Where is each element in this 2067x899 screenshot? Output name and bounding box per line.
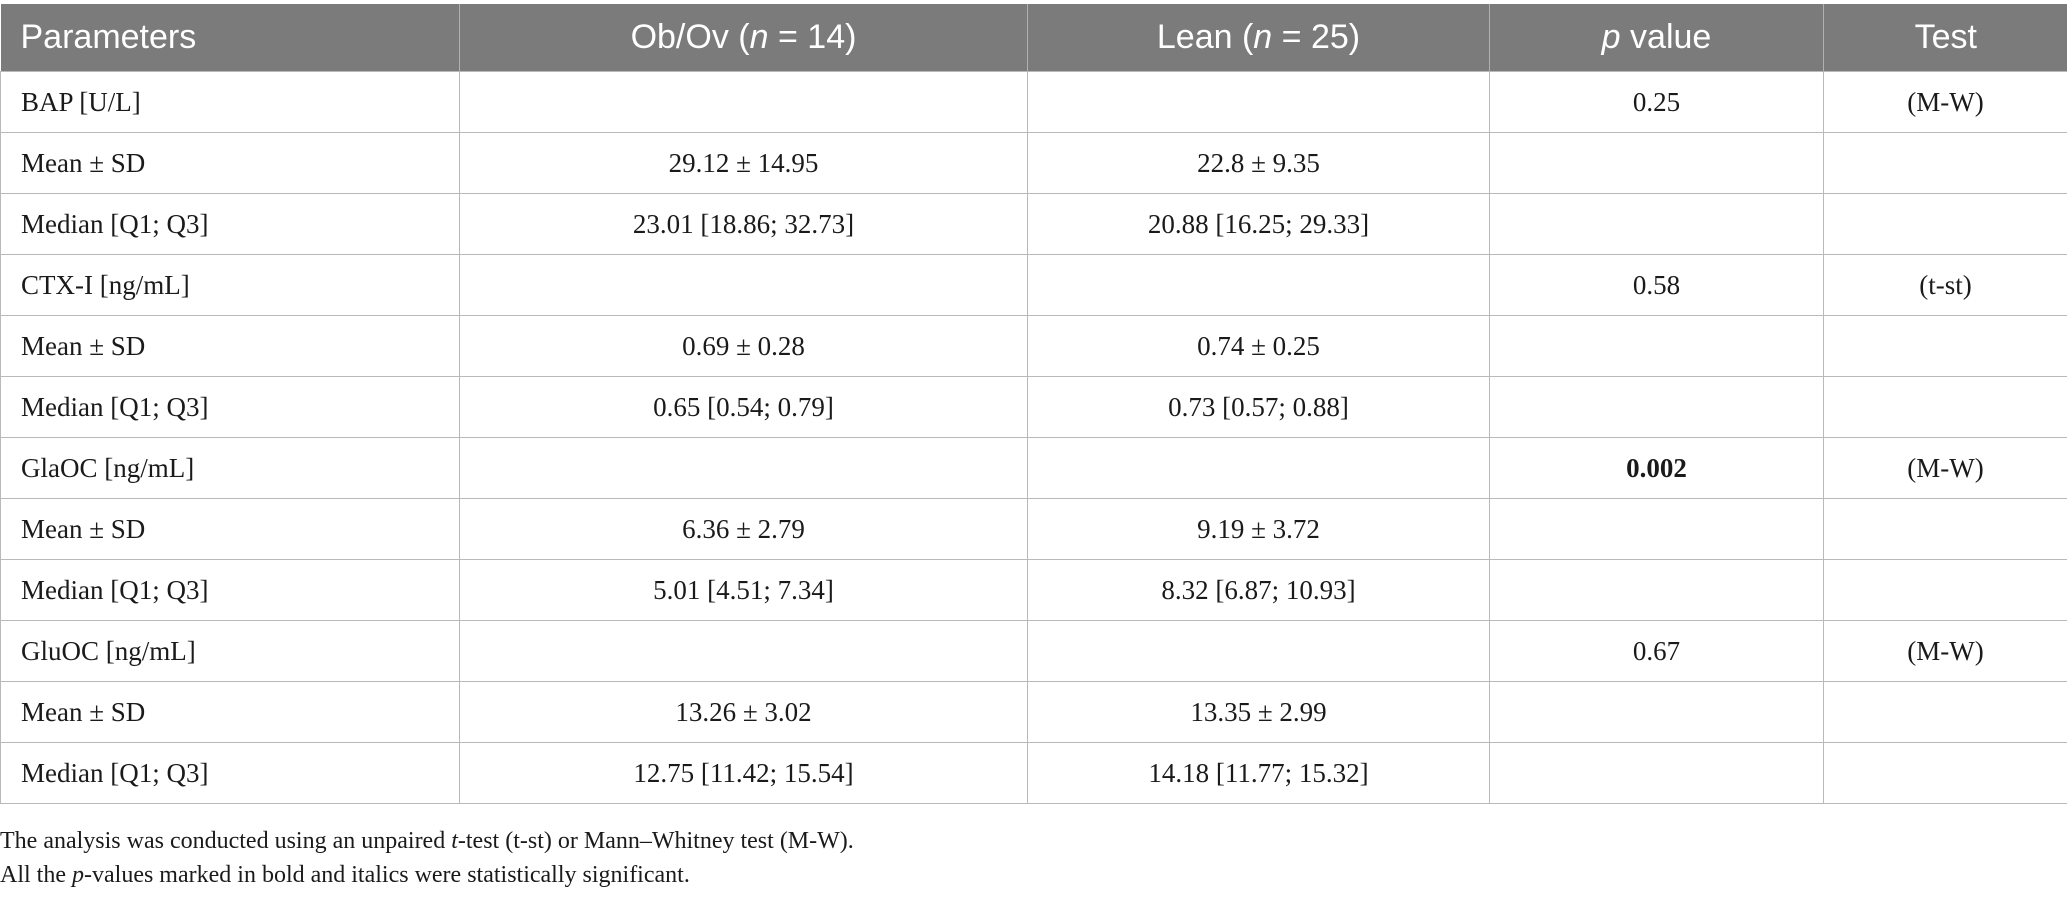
- cell-parameter: Median [Q1; Q3]: [0, 376, 460, 438]
- cell-parameter: Mean ± SD: [0, 681, 460, 743]
- cell-test: [1823, 498, 2067, 560]
- cell-parameter: Median [Q1; Q3]: [0, 559, 460, 621]
- cell-lean: [1027, 620, 1490, 682]
- table-row: Mean ± SD 0.69 ± 0.28 0.74 ± 0.25: [0, 315, 2067, 377]
- cell-p-value-significant: 0.002: [1489, 437, 1824, 499]
- cell-test: [1823, 559, 2067, 621]
- cell-test: (M-W): [1823, 71, 2067, 133]
- cell-ob-ov: [459, 437, 1028, 499]
- cell-ob-ov: 13.26 ± 3.02: [459, 681, 1028, 743]
- table-row: Median [Q1; Q3] 0.65 [0.54; 0.79] 0.73 […: [0, 376, 2067, 438]
- footnote-analysis: The analysis was conducted using an unpa…: [0, 828, 854, 854]
- cell-lean: 13.35 ± 2.99: [1027, 681, 1490, 743]
- cell-parameter: Median [Q1; Q3]: [0, 742, 460, 804]
- cell-ob-ov: 23.01 [18.86; 32.73]: [459, 193, 1028, 255]
- table-row: Median [Q1; Q3] 12.75 [11.42; 15.54] 14.…: [0, 742, 2067, 804]
- cell-test: (M-W): [1823, 620, 2067, 682]
- cell-p-value: [1489, 193, 1824, 255]
- cell-test: [1823, 132, 2067, 194]
- cell-ob-ov: [459, 71, 1028, 133]
- cell-test: [1823, 376, 2067, 438]
- header-ob-ov: Ob/Ov (n = 14): [459, 4, 1028, 72]
- cell-ob-ov: 0.69 ± 0.28: [459, 315, 1028, 377]
- cell-lean: [1027, 254, 1490, 316]
- cell-lean: 22.8 ± 9.35: [1027, 132, 1490, 194]
- cell-ob-ov: 12.75 [11.42; 15.54]: [459, 742, 1028, 804]
- table-row: BAP [U/L] 0.25 (M-W): [0, 71, 2067, 133]
- footnote-significance: All the p-values marked in bold and ital…: [0, 862, 690, 888]
- cell-p-value: [1489, 498, 1824, 560]
- table-row: GluOC [ng/mL] 0.67 (M-W): [0, 620, 2067, 682]
- header-parameters: Parameters: [0, 4, 460, 72]
- cell-lean: 0.73 [0.57; 0.88]: [1027, 376, 1490, 438]
- table-row: Mean ± SD 13.26 ± 3.02 13.35 ± 2.99: [0, 681, 2067, 743]
- cell-lean: 20.88 [16.25; 29.33]: [1027, 193, 1490, 255]
- table-row: Mean ± SD 6.36 ± 2.79 9.19 ± 3.72: [0, 498, 2067, 560]
- cell-test: [1823, 193, 2067, 255]
- header-row: Parameters Ob/Ov (n = 14) Lean (n = 25) …: [0, 4, 2067, 72]
- results-table: Parameters Ob/Ov (n = 14) Lean (n = 25) …: [0, 4, 2067, 804]
- cell-parameter: BAP [U/L]: [0, 71, 460, 133]
- cell-lean: 14.18 [11.77; 15.32]: [1027, 742, 1490, 804]
- cell-lean: 0.74 ± 0.25: [1027, 315, 1490, 377]
- cell-lean: [1027, 71, 1490, 133]
- header-p-value: p value: [1489, 4, 1824, 72]
- header-lean: Lean (n = 25): [1027, 4, 1490, 72]
- table-row: Median [Q1; Q3] 23.01 [18.86; 32.73] 20.…: [0, 193, 2067, 255]
- cell-parameter: Mean ± SD: [0, 315, 460, 377]
- cell-test: [1823, 315, 2067, 377]
- table-footnotes: The analysis was conducted using an unpa…: [0, 824, 854, 892]
- cell-parameter: Mean ± SD: [0, 498, 460, 560]
- cell-lean: 9.19 ± 3.72: [1027, 498, 1490, 560]
- cell-ob-ov: [459, 254, 1028, 316]
- cell-ob-ov: 6.36 ± 2.79: [459, 498, 1028, 560]
- cell-test: (t-st): [1823, 254, 2067, 316]
- cell-parameter: GluOC [ng/mL]: [0, 620, 460, 682]
- table-row: Mean ± SD 29.12 ± 14.95 22.8 ± 9.35: [0, 132, 2067, 194]
- cell-p-value: [1489, 742, 1824, 804]
- cell-lean: [1027, 437, 1490, 499]
- cell-p-value: [1489, 681, 1824, 743]
- cell-test: (M-W): [1823, 437, 2067, 499]
- cell-ob-ov: 5.01 [4.51; 7.34]: [459, 559, 1028, 621]
- cell-parameter: Median [Q1; Q3]: [0, 193, 460, 255]
- cell-p-value: [1489, 132, 1824, 194]
- cell-test: [1823, 681, 2067, 743]
- cell-p-value: 0.25: [1489, 71, 1824, 133]
- cell-parameter: GlaOC [ng/mL]: [0, 437, 460, 499]
- cell-ob-ov: 29.12 ± 14.95: [459, 132, 1028, 194]
- cell-ob-ov: 0.65 [0.54; 0.79]: [459, 376, 1028, 438]
- cell-test: [1823, 742, 2067, 804]
- cell-parameter: CTX-I [ng/mL]: [0, 254, 460, 316]
- cell-lean: 8.32 [6.87; 10.93]: [1027, 559, 1490, 621]
- cell-p-value: 0.67: [1489, 620, 1824, 682]
- cell-parameter: Mean ± SD: [0, 132, 460, 194]
- table-row: GlaOC [ng/mL] 0.002 (M-W): [0, 437, 2067, 499]
- table-row: Median [Q1; Q3] 5.01 [4.51; 7.34] 8.32 […: [0, 559, 2067, 621]
- cell-p-value: [1489, 376, 1824, 438]
- cell-p-value: [1489, 315, 1824, 377]
- cell-p-value: 0.58: [1489, 254, 1824, 316]
- cell-p-value: [1489, 559, 1824, 621]
- table-row: CTX-I [ng/mL] 0.58 (t-st): [0, 254, 2067, 316]
- header-test: Test: [1823, 4, 2067, 72]
- cell-ob-ov: [459, 620, 1028, 682]
